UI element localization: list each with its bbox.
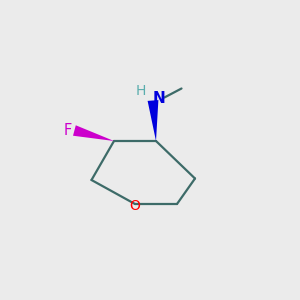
Text: O: O bbox=[130, 199, 140, 212]
Text: N: N bbox=[153, 91, 165, 106]
Text: F: F bbox=[64, 123, 72, 138]
Text: H: H bbox=[135, 84, 146, 98]
Polygon shape bbox=[73, 125, 114, 141]
Polygon shape bbox=[148, 100, 158, 141]
